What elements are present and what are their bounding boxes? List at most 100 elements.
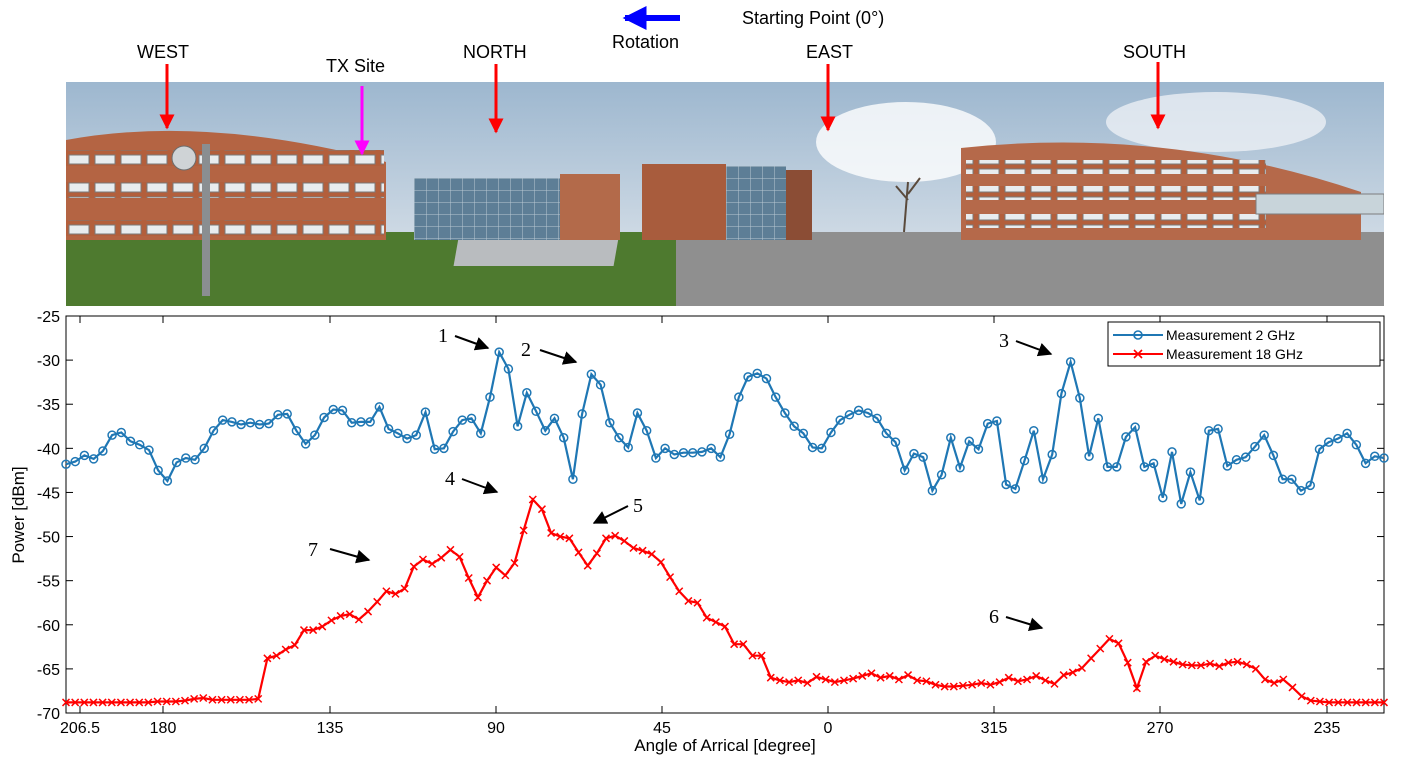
annotation-3-arrow [1015, 340, 1053, 357]
data-point [638, 546, 647, 555]
annotation-7: 7 [308, 539, 318, 561]
data-point [1242, 660, 1251, 669]
data-point [1370, 451, 1380, 462]
data-point [830, 678, 839, 687]
data-point [785, 678, 794, 687]
data-point [817, 443, 827, 454]
data-point [116, 698, 125, 707]
data-point [1013, 677, 1022, 686]
data-point [473, 593, 482, 602]
data-point [319, 412, 329, 423]
data-point [1010, 484, 1021, 494]
data-point [373, 597, 382, 606]
data-point [1215, 662, 1224, 671]
data-point [208, 425, 219, 436]
data-point [789, 421, 799, 432]
data-point [678, 447, 689, 458]
data-point [264, 418, 274, 429]
data-point [476, 428, 486, 439]
data-point [620, 536, 629, 545]
data-point [135, 698, 144, 707]
data-point [1038, 474, 1048, 484]
y-tick-label: -30 [37, 353, 60, 370]
legend-box [1107, 321, 1381, 367]
data-point [402, 433, 412, 444]
data-point [61, 459, 71, 469]
data-point [1004, 673, 1013, 682]
data-point [601, 534, 611, 543]
data-point [1352, 698, 1361, 707]
annotation-3: 3 [999, 330, 1009, 352]
data-point [400, 584, 409, 593]
data-point [904, 671, 913, 680]
data-point [254, 694, 263, 703]
data-point [327, 616, 336, 625]
data-point [992, 416, 1002, 426]
data-point [881, 428, 892, 439]
data-point [1151, 651, 1160, 660]
data-point [1019, 455, 1030, 466]
y-tick-label: -50 [37, 530, 60, 547]
data-point [556, 532, 565, 541]
data-point [743, 372, 753, 382]
y-tick-label: -55 [37, 574, 60, 591]
data-point [1032, 671, 1041, 680]
data-point [964, 436, 974, 447]
data-point [918, 452, 928, 462]
data-point [647, 550, 656, 559]
data-point [803, 678, 812, 688]
data-point [1323, 437, 1334, 447]
data-point [1077, 663, 1086, 673]
data-point [1084, 451, 1094, 462]
data-point [894, 675, 903, 684]
data-point [1111, 462, 1122, 472]
y-tick-label: -70 [37, 706, 60, 723]
plot-area [65, 315, 1385, 714]
data-point [982, 418, 993, 429]
data-point [428, 559, 437, 568]
data-point [549, 413, 560, 424]
data-point [1287, 474, 1297, 484]
data-point [1169, 657, 1178, 666]
data-point [98, 698, 107, 707]
data-point [986, 680, 995, 689]
data-point [503, 364, 514, 374]
data-point [568, 474, 578, 484]
data-point [1056, 388, 1067, 399]
data-point [1222, 461, 1233, 471]
data-point [337, 405, 348, 416]
y-axis-label: Power [dBm] [9, 466, 28, 563]
data-point [794, 676, 803, 685]
data-point [245, 417, 256, 428]
legend-label-2ghz: Measurement 2 GHz [1166, 327, 1295, 343]
data-point [611, 531, 620, 540]
data-point [1158, 492, 1168, 503]
data-point [437, 553, 446, 562]
data-point [946, 432, 956, 443]
data-point [1361, 698, 1370, 707]
data-point [909, 448, 919, 459]
data-point [1047, 449, 1057, 460]
y-tick-label: -60 [37, 618, 60, 635]
data-point [1268, 450, 1279, 461]
data-point [940, 682, 949, 691]
data-point [522, 388, 532, 398]
data-point [565, 534, 574, 543]
data-point [1141, 657, 1151, 666]
data-point [409, 562, 418, 571]
data-point [336, 611, 345, 620]
data-point [107, 430, 117, 440]
data-point [1259, 430, 1269, 440]
data-point [282, 409, 292, 419]
data-point [281, 645, 290, 654]
data-point [1342, 428, 1352, 439]
data-point [958, 681, 968, 690]
x-axis-label: Angle of Arrical [degree] [634, 736, 815, 755]
data-point [995, 678, 1004, 687]
data-point [629, 543, 638, 553]
data-point [1121, 432, 1131, 442]
annotation-1: 1 [438, 325, 448, 347]
x-tick-label: 315 [981, 720, 1008, 737]
data-point [345, 610, 354, 619]
data-point [968, 680, 977, 689]
